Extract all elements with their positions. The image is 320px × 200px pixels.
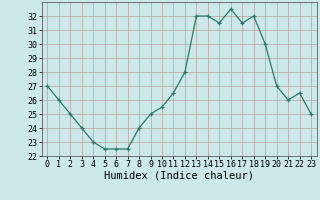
X-axis label: Humidex (Indice chaleur): Humidex (Indice chaleur) [104,171,254,181]
